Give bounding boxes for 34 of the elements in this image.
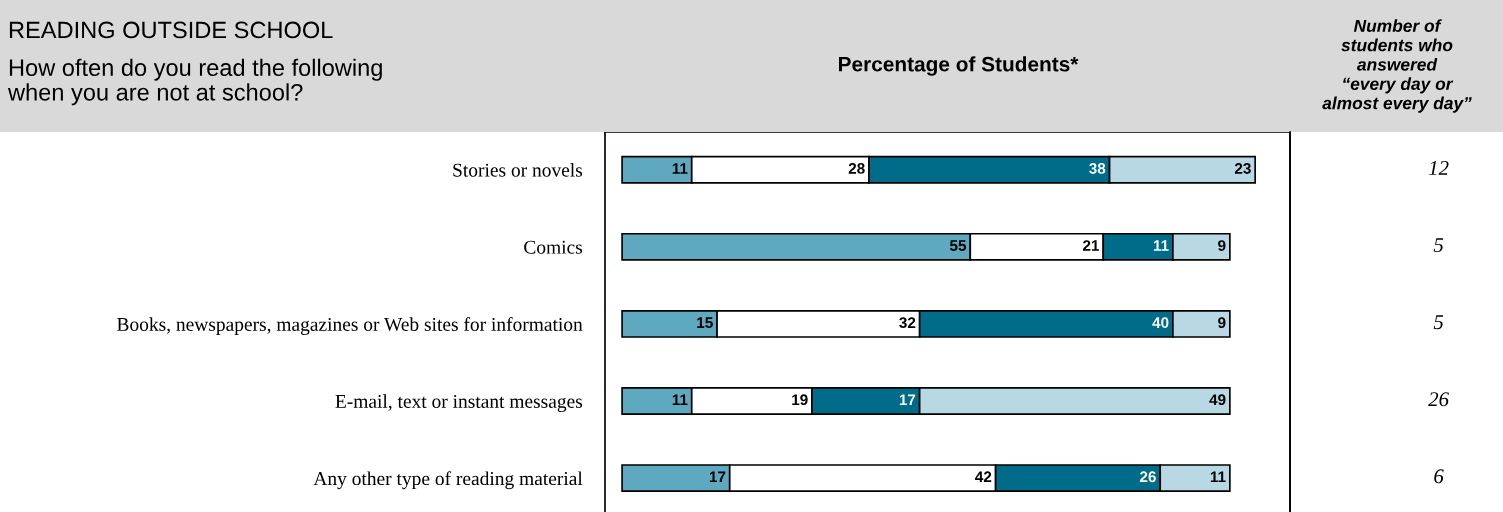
text: 12 [1428,160,1449,175]
text: 5 [1433,315,1444,330]
y-tick-label: Stories or novels [453,163,583,177]
data-label: 17 [709,471,726,483]
y-tick-label: Any other type of reading material [313,471,583,490]
data-label: 32 [899,317,916,329]
data-label: 49 [1209,394,1226,406]
y-tick-label: E-mail, text or instant messages [335,394,583,412]
text: 26 [1428,392,1449,407]
text: 6 [1434,469,1444,484]
y-tick-label: Comics [524,240,583,254]
data-label: 15 [697,317,713,329]
data-label: 38 [1089,163,1106,174]
data-label: 40 [1152,317,1169,329]
data-label: 19 [792,394,808,406]
data-label: 11 [672,394,688,405]
data-label: 9 [1218,317,1226,329]
data-label: 28 [848,163,865,174]
data-label: 11 [1153,240,1169,251]
data-label: 11 [672,163,688,174]
data-label: 9 [1218,240,1226,251]
text: Number of students who answered “every day or almost every day” [1322,19,1472,113]
data-label: 26 [1139,471,1156,483]
data-label: 23 [1234,163,1251,174]
text: READING OUTSIDE SCHOOL [9,21,333,39]
y-tick-label: Books, newspapers, magazines or Web sites for information [117,317,583,335]
text: 5 [1433,238,1444,253]
data-label: 42 [975,471,992,483]
data-label: 55 [949,240,967,251]
data-label: 11 [1210,471,1226,483]
data-label: 21 [1082,240,1100,251]
text: How often do you read the following when you are not at school? [7,58,382,106]
data-label: 17 [899,394,916,405]
x-axis-title: Percentage of Students* [839,56,1079,76]
